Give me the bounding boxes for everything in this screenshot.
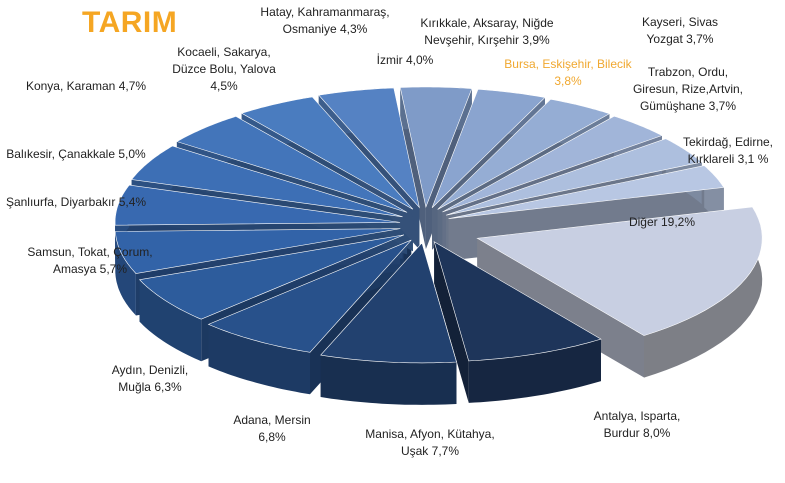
slice: [442, 115, 663, 213]
value-label: 3,9%: [522, 32, 550, 47]
slice-label: Konya, Karaman 4,7%: [11, 78, 161, 95]
slice-label: Aydın, Denizli, Muğla 6,3%: [105, 362, 195, 396]
value-label: 5,0%: [118, 147, 146, 161]
slice: [433, 241, 602, 362]
slice-wall: [320, 355, 457, 405]
slice: [131, 145, 403, 218]
category-name: Adana, Mersin: [233, 413, 311, 427]
slice-label: Kocaeli, Sakarya, Düzce Bolu, Yalova 4,5…: [159, 44, 289, 94]
slice-label: Manisa, Afyon, Kütahya, Uşak 7,7%: [365, 426, 495, 460]
slice: [115, 228, 401, 274]
slice: [207, 239, 412, 353]
value-label: 3,7%: [686, 31, 714, 46]
slice-wall: [208, 324, 310, 395]
value-label: 4,5%: [210, 78, 238, 93]
slice: [318, 87, 420, 209]
slice: [431, 88, 546, 208]
slice: [114, 184, 401, 226]
value-label: 5,4%: [118, 195, 147, 209]
slice: [437, 98, 611, 210]
chart-title: TARIM: [82, 6, 178, 39]
slice: [320, 242, 457, 364]
category-name: Manisa, Afyon, Kütahya, Uşak: [365, 427, 495, 458]
slice: [476, 206, 763, 336]
slice-label: Samsun, Tokat, Çorum, Amasya 5,7%: [15, 244, 165, 278]
category-name: Trabzon, Ordu, Giresun, Rize,Artvin, Güm…: [632, 65, 744, 113]
slice: [446, 138, 703, 216]
value-label: 7,7%: [431, 443, 460, 458]
category-name: Hatay, Kahramanmaraş, Osmaniye: [260, 5, 390, 36]
slice-label: Şanlıurfa, Diyarbakır 5,4%: [0, 194, 166, 211]
slice: [399, 86, 473, 209]
category-name: Aydın, Denizli, Muğla: [111, 363, 189, 394]
category-name: Kayseri, Sivas Yozgat: [641, 15, 719, 46]
slice-label: Diğer 19,2%: [622, 214, 702, 231]
category-name: Diğer: [628, 215, 658, 229]
value-label: 8,0%: [643, 425, 671, 440]
value-label: 4,3%: [340, 21, 368, 36]
category-name: Şanlıurfa, Diyarbakır: [5, 195, 116, 209]
slice-label: Balıkesir, Çanakkale 5,0%: [0, 146, 166, 163]
slice-label: Kayseri, Sivas Yozgat 3,7%: [625, 14, 735, 48]
slice-label: Tekirdağ, Edirne, Kırklareli 3,1 %: [673, 134, 783, 168]
slice-wall: [644, 207, 763, 378]
value-label: 4,7%: [118, 79, 147, 93]
category-name: Kocaeli, Sakarya, Düzce Bolu, Yalova: [172, 45, 276, 76]
slice: [138, 234, 405, 320]
slice-face: [434, 241, 469, 403]
value-label: 6,3%: [154, 379, 182, 394]
category-name: Tekirdağ, Edirne, Kırklareli: [682, 135, 774, 166]
value-label: 5,7%: [99, 261, 128, 276]
slice: [176, 116, 408, 213]
slice-label: Antalya, Isparta, Burdur 8,0%: [587, 408, 687, 442]
slice-label: İzmir 4,0%: [370, 52, 440, 69]
slice-label: Adana, Mersin 6,8%: [227, 412, 317, 446]
category-name: Bursa, Eskişehir, Bilecik: [504, 57, 632, 71]
slice-label: Bursa, Eskişehir, Bilecik 3,8%: [498, 56, 638, 90]
category-name: Konya, Karaman: [25, 79, 116, 93]
category-name: Kırıkkale, Aksaray, Niğde Nevşehir, Kırş…: [420, 16, 554, 47]
slice-label: Kırıkkale, Aksaray, Niğde Nevşehir, Kırş…: [407, 15, 567, 49]
slice-wall: [468, 339, 601, 403]
value-label: 19,2%: [661, 215, 696, 229]
value-label: 6,8%: [258, 429, 286, 444]
slice-face: [477, 238, 645, 378]
slice: [240, 96, 414, 210]
slice-label: Hatay, Kahramanmaraş, Osmaniye 4,3%: [245, 4, 405, 38]
value-label: 4,0%: [405, 53, 434, 67]
slice: [448, 165, 725, 219]
slice-label: Trabzon, Ordu, Giresun, Rize,Artvin, Güm…: [628, 64, 748, 114]
category-name: İzmir: [376, 53, 403, 67]
category-name: Antalya, Isparta, Burdur: [593, 409, 681, 440]
value-label: 3,1 %: [737, 151, 769, 166]
category-name: Balıkesir, Çanakkale: [6, 147, 116, 161]
value-label: 3,7%: [708, 98, 737, 113]
slice-wall: [115, 231, 136, 316]
category-name: Samsun, Tokat, Çorum, Amasya: [27, 245, 153, 276]
value-label: 3,8%: [554, 73, 582, 88]
slice-wall: [139, 279, 202, 362]
